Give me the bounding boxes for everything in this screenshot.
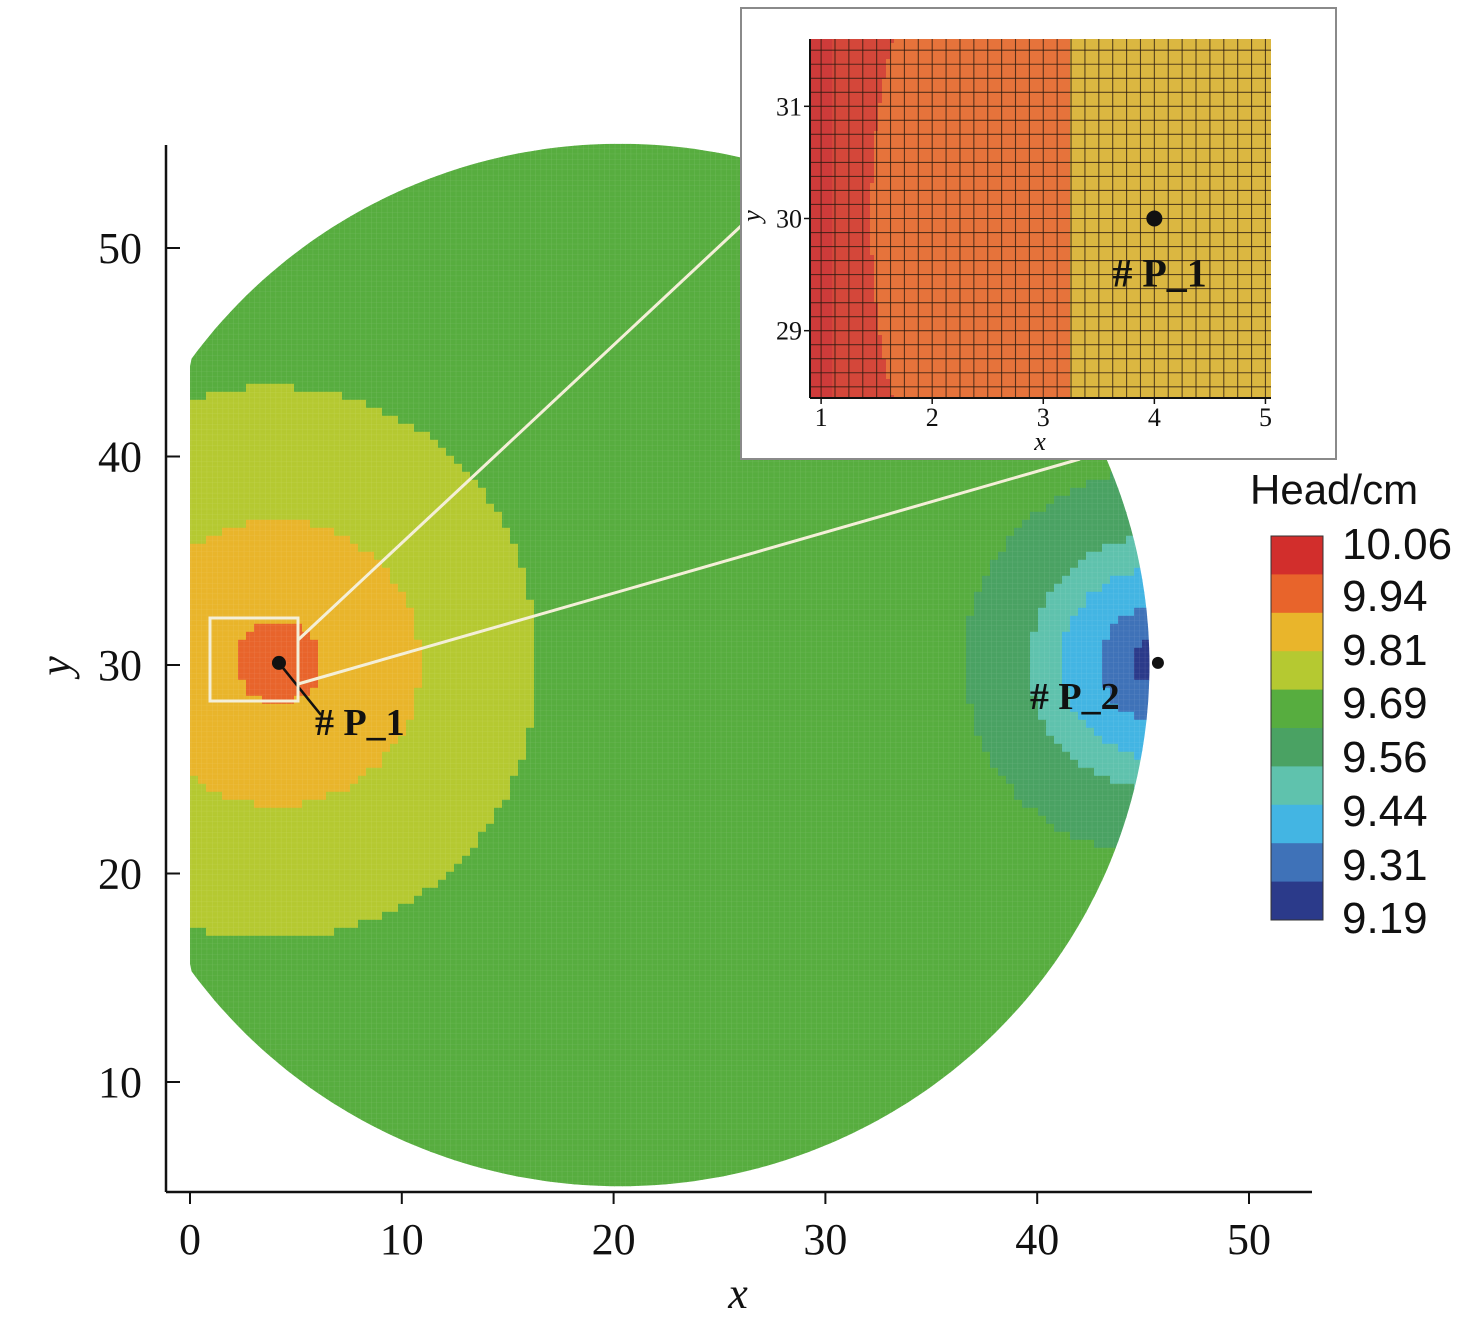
y-tick-label: 10 — [98, 1058, 142, 1107]
x-tick-label: 50 — [1227, 1215, 1271, 1264]
inset-x-tick-label: 1 — [815, 403, 828, 432]
legend-swatch — [1271, 536, 1323, 575]
inset-point-label: # P_1 — [1112, 251, 1206, 296]
point-label-p1: # P_1 — [315, 702, 405, 744]
zoom-box — [208, 616, 300, 703]
point-marker-p2 — [1151, 656, 1164, 669]
legend-swatch — [1271, 843, 1323, 883]
legend-label: 10.06 — [1342, 520, 1452, 569]
legend-swatch — [1271, 651, 1323, 691]
inset-mesh — [810, 39, 1271, 398]
colorbar-legend: Head/cm 10.069.94 9.819.69 9.56 9.44 9.319.1… — [1250, 466, 1452, 943]
x-axis-title: x — [727, 1269, 748, 1318]
legend-label: 9.56 — [1342, 733, 1428, 782]
inset-tick-labels: 1 2 3 4 5 29 30 31 — [776, 92, 1272, 432]
main-tick-labels: 0 10 20 30 40 50 10 20 30 40 50 — [98, 224, 1271, 1264]
inset-axes — [804, 39, 1271, 404]
legend-frame — [1270, 535, 1324, 921]
zoom-inset: 1 2 3 4 5 29 30 31 x y # P_1 — [737, 7, 1337, 460]
x-tick-label: 10 — [380, 1215, 424, 1264]
legend-label: 9.44 — [1342, 787, 1428, 836]
inset-x-tick-label: 5 — [1259, 403, 1272, 432]
legend-title: Head/cm — [1250, 466, 1418, 513]
x-tick-label: 20 — [592, 1215, 636, 1264]
inset-x-axis-title: x — [1033, 427, 1046, 456]
zoom-connector-upper — [296, 224, 743, 642]
legend-swatch — [1271, 689, 1323, 729]
y-tick-label: 50 — [98, 224, 142, 273]
point-label-p2: # P_2 — [1030, 676, 1120, 718]
x-tick-label: 40 — [1015, 1215, 1059, 1264]
legend-swatch — [1271, 804, 1323, 844]
legend-labels: 10.069.94 9.819.69 9.56 9.44 9.319.19 — [1342, 520, 1452, 943]
legend-swatch — [1271, 574, 1323, 614]
legend-swatch — [1271, 612, 1323, 652]
x-tick-label: 0 — [179, 1215, 201, 1264]
inset-y-axis-title: y — [737, 210, 766, 225]
legend-label: 9.69 — [1342, 679, 1428, 728]
legend-swatch — [1271, 881, 1323, 921]
legend-label: 9.31 — [1342, 841, 1428, 890]
legend-label: 9.81 — [1342, 626, 1428, 675]
inset-x-tick-label: 2 — [926, 403, 939, 432]
legend-label: 9.19 — [1342, 894, 1428, 943]
legend-label: 9.94 — [1342, 572, 1428, 621]
x-tick-label: 30 — [803, 1215, 847, 1264]
legend-swatches — [1270, 535, 1324, 921]
inset-x-tick-label: 3 — [1037, 403, 1050, 432]
legend-swatch — [1271, 728, 1323, 767]
leader-line-p1 — [277, 662, 322, 716]
inset-point-marker — [1146, 210, 1163, 227]
main-points: # P_1 # P_2 — [271, 655, 1164, 744]
inset-point: # P_1 — [1112, 210, 1207, 296]
inset-x-tick-label: 4 — [1148, 403, 1161, 432]
inset-contour-field — [810, 39, 1271, 398]
y-tick-label: 20 — [98, 850, 142, 899]
inset-y-tick-label: 30 — [776, 205, 802, 234]
y-axis-title: y — [31, 656, 80, 680]
y-tick-label: 40 — [98, 433, 142, 482]
inset-y-tick-label: 31 — [776, 92, 802, 121]
legend-swatch — [1271, 766, 1323, 806]
zoom-connector-lower — [297, 457, 1081, 686]
main-axes — [164, 145, 1312, 1204]
y-tick-label: 30 — [98, 641, 142, 690]
inset-y-tick-label: 29 — [776, 317, 802, 346]
zoom-connector-lines — [296, 224, 1081, 686]
